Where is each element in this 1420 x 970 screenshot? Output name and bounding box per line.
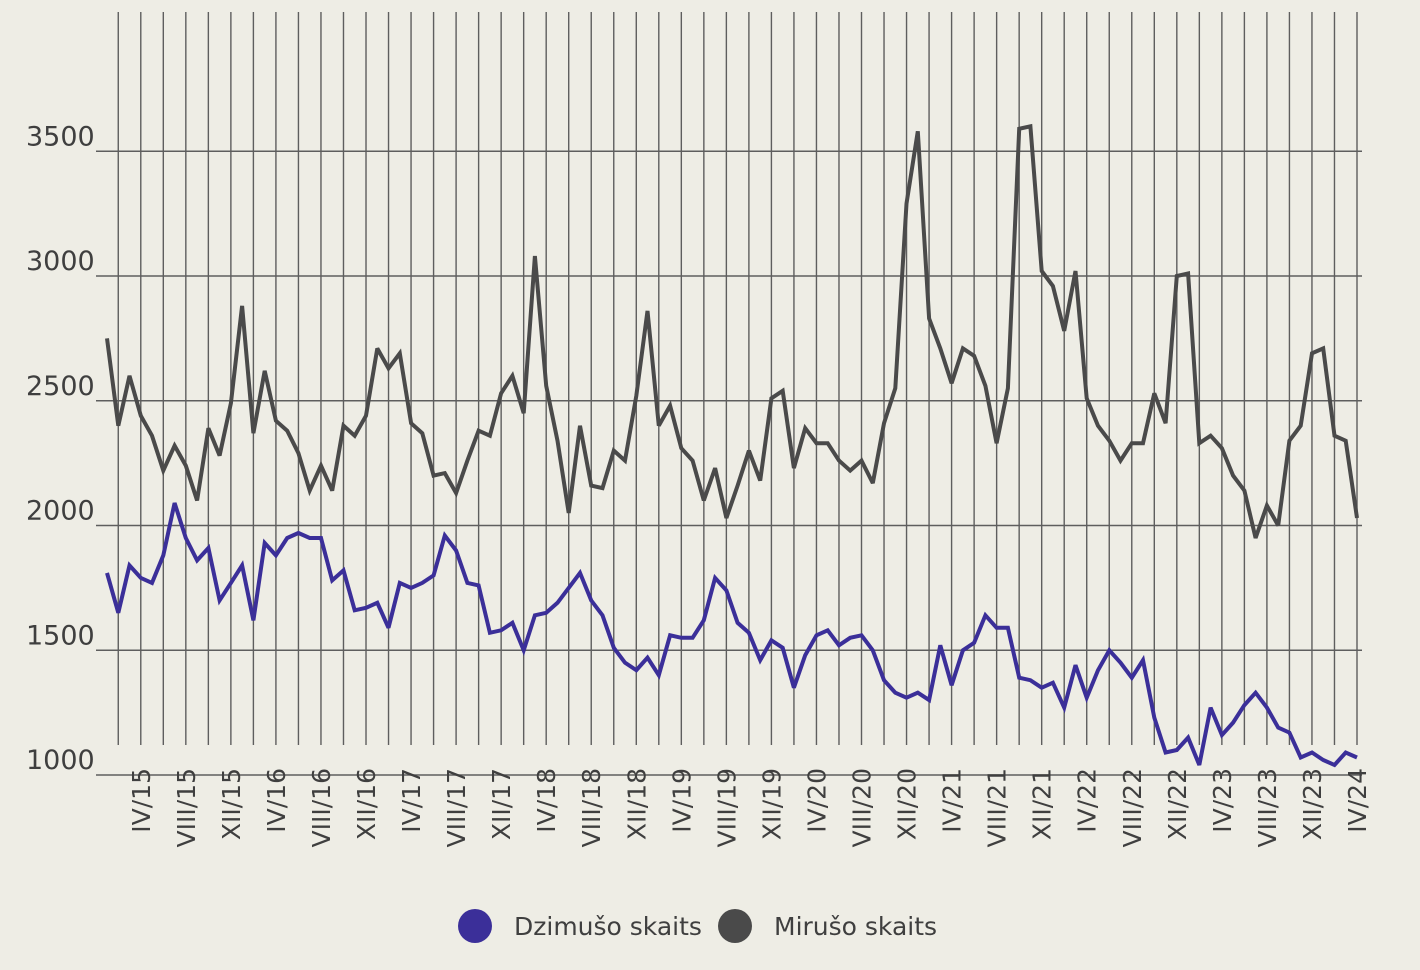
x-tick-label: IV/16: [262, 768, 291, 833]
x-tick-label: VIII/20: [848, 768, 877, 847]
x-tick-label: XII/19: [757, 768, 786, 840]
x-tick-label: XII/16: [352, 768, 381, 840]
x-tick-label: IV/20: [802, 768, 831, 833]
x-tick-label: IV/23: [1208, 768, 1237, 833]
legend-item-deaths[interactable]: Mirušo skaits: [718, 909, 937, 943]
x-tick-label: VIII/23: [1253, 768, 1282, 847]
x-tick-label: IV/21: [938, 768, 967, 833]
y-tick-label: 2000: [26, 496, 95, 527]
x-tick-label: IV/19: [667, 768, 696, 833]
y-tick-label: 1500: [26, 620, 95, 651]
y-tick-label: 1000: [26, 745, 95, 776]
x-tick-label: XII/20: [893, 768, 922, 840]
x-tick-label: XII/22: [1163, 768, 1192, 840]
x-tick-label: IV/18: [532, 768, 561, 833]
x-tick-label: IV/24: [1343, 768, 1372, 833]
x-tick-label: VIII/22: [1118, 768, 1147, 847]
y-axis-ticks: 1000 1500 2000 2500 3000 3500: [26, 121, 95, 776]
x-tick-label: VIII/18: [577, 768, 606, 847]
x-axis-ticks: IV/15 VIII/15 XII/15 IV/16 VIII/16 XII/16 IV/1…: [127, 768, 1372, 847]
series-line-deaths: [105, 123, 1359, 539]
x-tick-label: IV/17: [397, 768, 426, 833]
x-tick-label: IV/22: [1073, 768, 1102, 833]
legend-item-births[interactable]: Dzimušo skaits: [458, 909, 702, 943]
y-tick-label: 2500: [26, 371, 95, 402]
gridlines: [96, 12, 1362, 776]
y-tick-label: 3000: [26, 246, 95, 277]
series-line-births: [105, 502, 1358, 768]
series-lines: [105, 123, 1359, 768]
x-tick-label: XII/23: [1298, 768, 1327, 840]
x-tick-label: VIII/21: [983, 768, 1012, 847]
legend-swatch-deaths: [718, 909, 752, 943]
x-tick-label: XII/21: [1028, 768, 1057, 840]
x-tick-label: VIII/15: [172, 768, 201, 847]
legend-label-deaths: Mirušo skaits: [774, 912, 937, 941]
y-tick-label: 3500: [26, 121, 95, 152]
x-tick-label: VIII/17: [442, 768, 471, 847]
x-tick-label: IV/15: [127, 768, 156, 833]
x-tick-label: VIII/19: [712, 768, 741, 847]
legend-label-births: Dzimušo skaits: [514, 912, 702, 941]
x-tick-label: VIII/16: [307, 768, 336, 847]
x-tick-label: XII/15: [217, 768, 246, 840]
legend: Dzimušo skaits Mirušo skaits: [458, 909, 937, 943]
legend-swatch-births: [458, 909, 492, 943]
x-tick-label: XII/18: [622, 768, 651, 840]
x-tick-label: XII/17: [487, 768, 516, 840]
